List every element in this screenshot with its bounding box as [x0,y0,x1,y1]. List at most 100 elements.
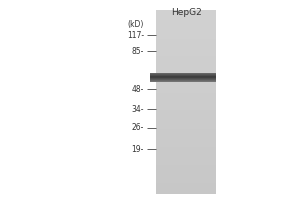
Bar [156,157,216,158]
Bar [156,133,216,134]
Bar [156,108,216,109]
Bar [156,89,216,90]
Bar [156,154,216,155]
Bar [156,117,216,118]
Bar [156,54,216,55]
Bar [156,94,216,95]
Bar [156,126,216,127]
Bar [156,124,216,125]
Bar [156,21,216,22]
Bar [156,136,216,137]
Bar [156,36,216,37]
Bar [156,37,216,38]
Bar [156,88,216,89]
Bar [156,156,216,157]
Bar [156,79,216,80]
Bar [156,159,216,160]
Bar [156,20,216,21]
Bar [156,67,216,68]
Bar [156,146,216,147]
Bar [156,24,216,25]
Bar [156,75,216,76]
Bar [156,185,216,186]
Bar [156,14,216,15]
Bar [156,56,216,57]
Bar [156,131,216,132]
Bar [156,105,216,106]
Bar [156,115,216,116]
Text: 117-: 117- [127,30,144,40]
Bar [156,96,216,97]
Bar [156,139,216,140]
Bar [156,98,216,99]
Bar [156,164,216,165]
Bar [156,113,216,114]
Bar [156,69,216,70]
Bar [156,167,216,168]
Bar [156,103,216,104]
Bar [156,51,216,52]
Bar [156,12,216,13]
Bar [156,86,216,87]
Bar [156,110,216,111]
Bar [156,141,216,142]
Bar [156,155,216,156]
Bar [156,73,216,74]
Bar [156,90,216,91]
Bar [156,74,216,75]
Bar [156,153,216,154]
Bar [156,59,216,60]
Bar [156,18,216,19]
Bar [156,158,216,159]
Bar [156,34,216,35]
Bar [156,112,216,113]
Bar [156,62,216,63]
Bar [156,175,216,176]
Bar [156,65,216,66]
Bar [156,15,216,16]
Text: HepG2: HepG2 [171,8,201,17]
Bar [156,41,216,42]
Bar [156,173,216,174]
Bar [156,87,216,88]
Bar [156,64,216,65]
Bar [156,61,216,62]
Bar [156,39,216,40]
Bar [156,80,216,81]
Bar [156,50,216,51]
Bar [156,84,216,85]
Bar [156,147,216,148]
Bar [156,42,216,43]
Bar [156,163,216,164]
Bar [156,138,216,139]
Bar [156,172,216,173]
Text: 34-: 34- [131,105,144,114]
Bar [156,66,216,67]
Bar [156,28,216,29]
Bar [156,17,216,18]
Bar [156,11,216,12]
Bar [156,130,216,131]
Bar [156,187,216,188]
Bar [156,169,216,170]
Bar [156,181,216,182]
Bar [156,161,216,162]
Bar [156,145,216,146]
Text: 85-: 85- [132,46,144,55]
Bar [156,104,216,105]
Bar [156,92,216,93]
Bar [156,53,216,54]
Bar [156,179,216,180]
Bar [156,29,216,30]
Bar [156,165,216,166]
Bar [156,44,216,45]
Bar [156,25,216,26]
Bar [156,121,216,122]
Bar [156,177,216,178]
Bar [156,143,216,144]
Bar [156,178,216,179]
Bar [156,13,216,14]
Bar [156,71,216,72]
Bar [156,19,216,20]
Bar [156,10,216,11]
